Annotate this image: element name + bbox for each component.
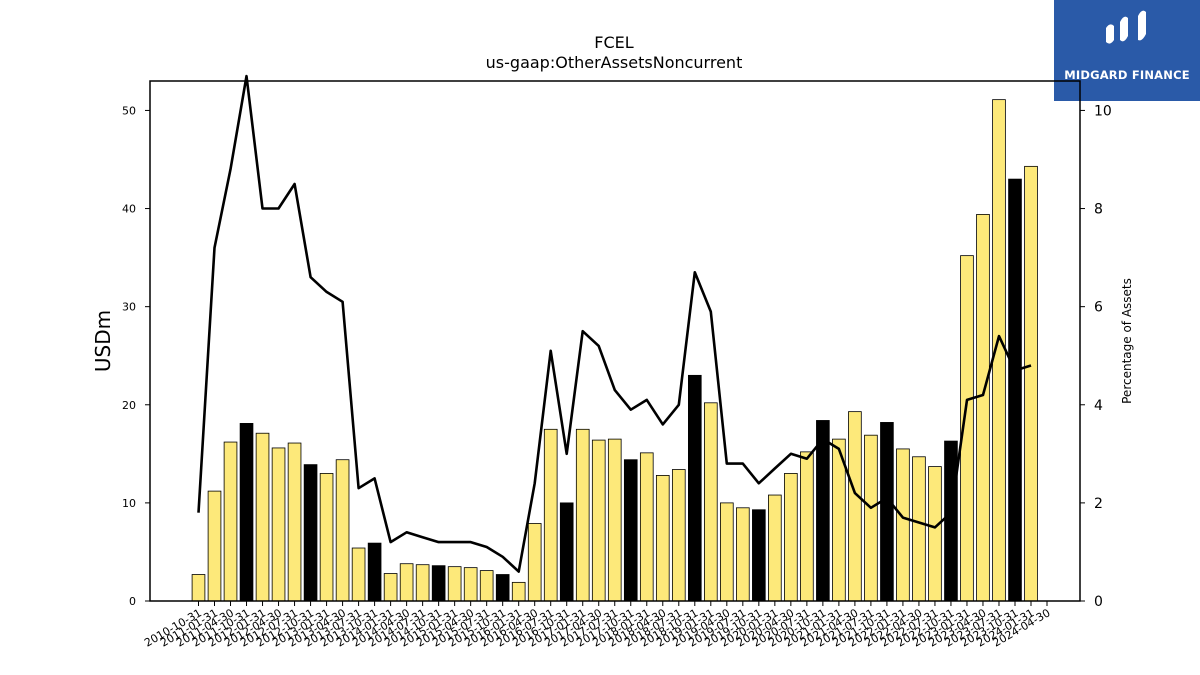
- bar: [848, 411, 862, 602]
- bar: [768, 494, 782, 602]
- y-axis-label: USDm: [91, 310, 115, 372]
- bar: [271, 447, 286, 602]
- bar: [367, 542, 382, 602]
- bar: [864, 434, 878, 602]
- bar: [944, 440, 958, 602]
- bar: [207, 490, 222, 602]
- bars-group: [191, 99, 1038, 602]
- bar: [655, 475, 670, 602]
- y2-tick-label: 4: [1094, 398, 1103, 414]
- bar: [607, 438, 622, 602]
- bar: [431, 565, 446, 602]
- bar: [976, 214, 990, 602]
- bar: [495, 574, 510, 602]
- brand-name: MIDGARD FINANCE: [1064, 68, 1190, 82]
- bar: [575, 428, 590, 602]
- bar: [479, 570, 494, 602]
- bar: [319, 473, 334, 602]
- bar: [303, 464, 318, 602]
- bar: [816, 420, 830, 602]
- y2-axis-label: Percentage of Assets: [1120, 278, 1134, 404]
- y2-tick-label: 8: [1094, 202, 1103, 218]
- bar: [191, 574, 206, 602]
- bar: [880, 422, 894, 602]
- y2-tick-label: 6: [1094, 300, 1103, 316]
- bar: [399, 563, 414, 602]
- y2-tick-label: 10: [1094, 103, 1112, 119]
- bar: [1024, 165, 1038, 602]
- bar: [255, 432, 270, 602]
- y-tick-label: 0: [129, 595, 136, 608]
- y-tick-label: 10: [122, 497, 136, 510]
- bar: [784, 473, 798, 602]
- bar: [591, 439, 606, 602]
- y2-tick-label: 0: [1094, 594, 1103, 610]
- bar: [463, 567, 478, 602]
- percentage-line: [197, 74, 1032, 573]
- bar: [800, 451, 814, 602]
- chart-title: FCEL: [594, 33, 633, 52]
- bar: [623, 459, 638, 602]
- bar: [351, 547, 366, 602]
- bar: [639, 452, 654, 602]
- y-tick-label: 50: [122, 104, 136, 117]
- bar: [752, 509, 766, 602]
- y-tick-label: 20: [122, 399, 136, 412]
- bar: [912, 456, 926, 602]
- bar: [239, 423, 254, 602]
- y-tick-label: 30: [122, 301, 136, 314]
- bar: [671, 469, 686, 602]
- y2-tick-label: 2: [1094, 496, 1103, 512]
- brand-logo: MIDGARD FINANCE: [1054, 0, 1200, 101]
- axes-group: 0102030405002468102010-10-312011-01-3120…: [122, 80, 1112, 650]
- bar: [687, 374, 702, 602]
- bar: [527, 523, 542, 602]
- bar: [447, 566, 462, 602]
- midgard-logo-icon: [1106, 10, 1146, 44]
- chart-subtitle: us-gaap:OtherAssetsNoncurrent: [486, 53, 743, 72]
- bar: [383, 573, 398, 602]
- bar: [543, 428, 558, 602]
- bar: [720, 502, 734, 602]
- bar: [511, 581, 526, 602]
- bar: [559, 502, 574, 602]
- bar: [415, 564, 430, 602]
- bar: [335, 459, 350, 602]
- bar: [1008, 178, 1022, 602]
- bar: [896, 448, 910, 602]
- bar: [287, 442, 302, 602]
- bar: [736, 507, 750, 602]
- y-tick-label: 40: [122, 203, 136, 216]
- bar: [928, 466, 942, 602]
- bar: [223, 441, 238, 602]
- bar: [704, 402, 718, 602]
- line-group: [197, 74, 1032, 573]
